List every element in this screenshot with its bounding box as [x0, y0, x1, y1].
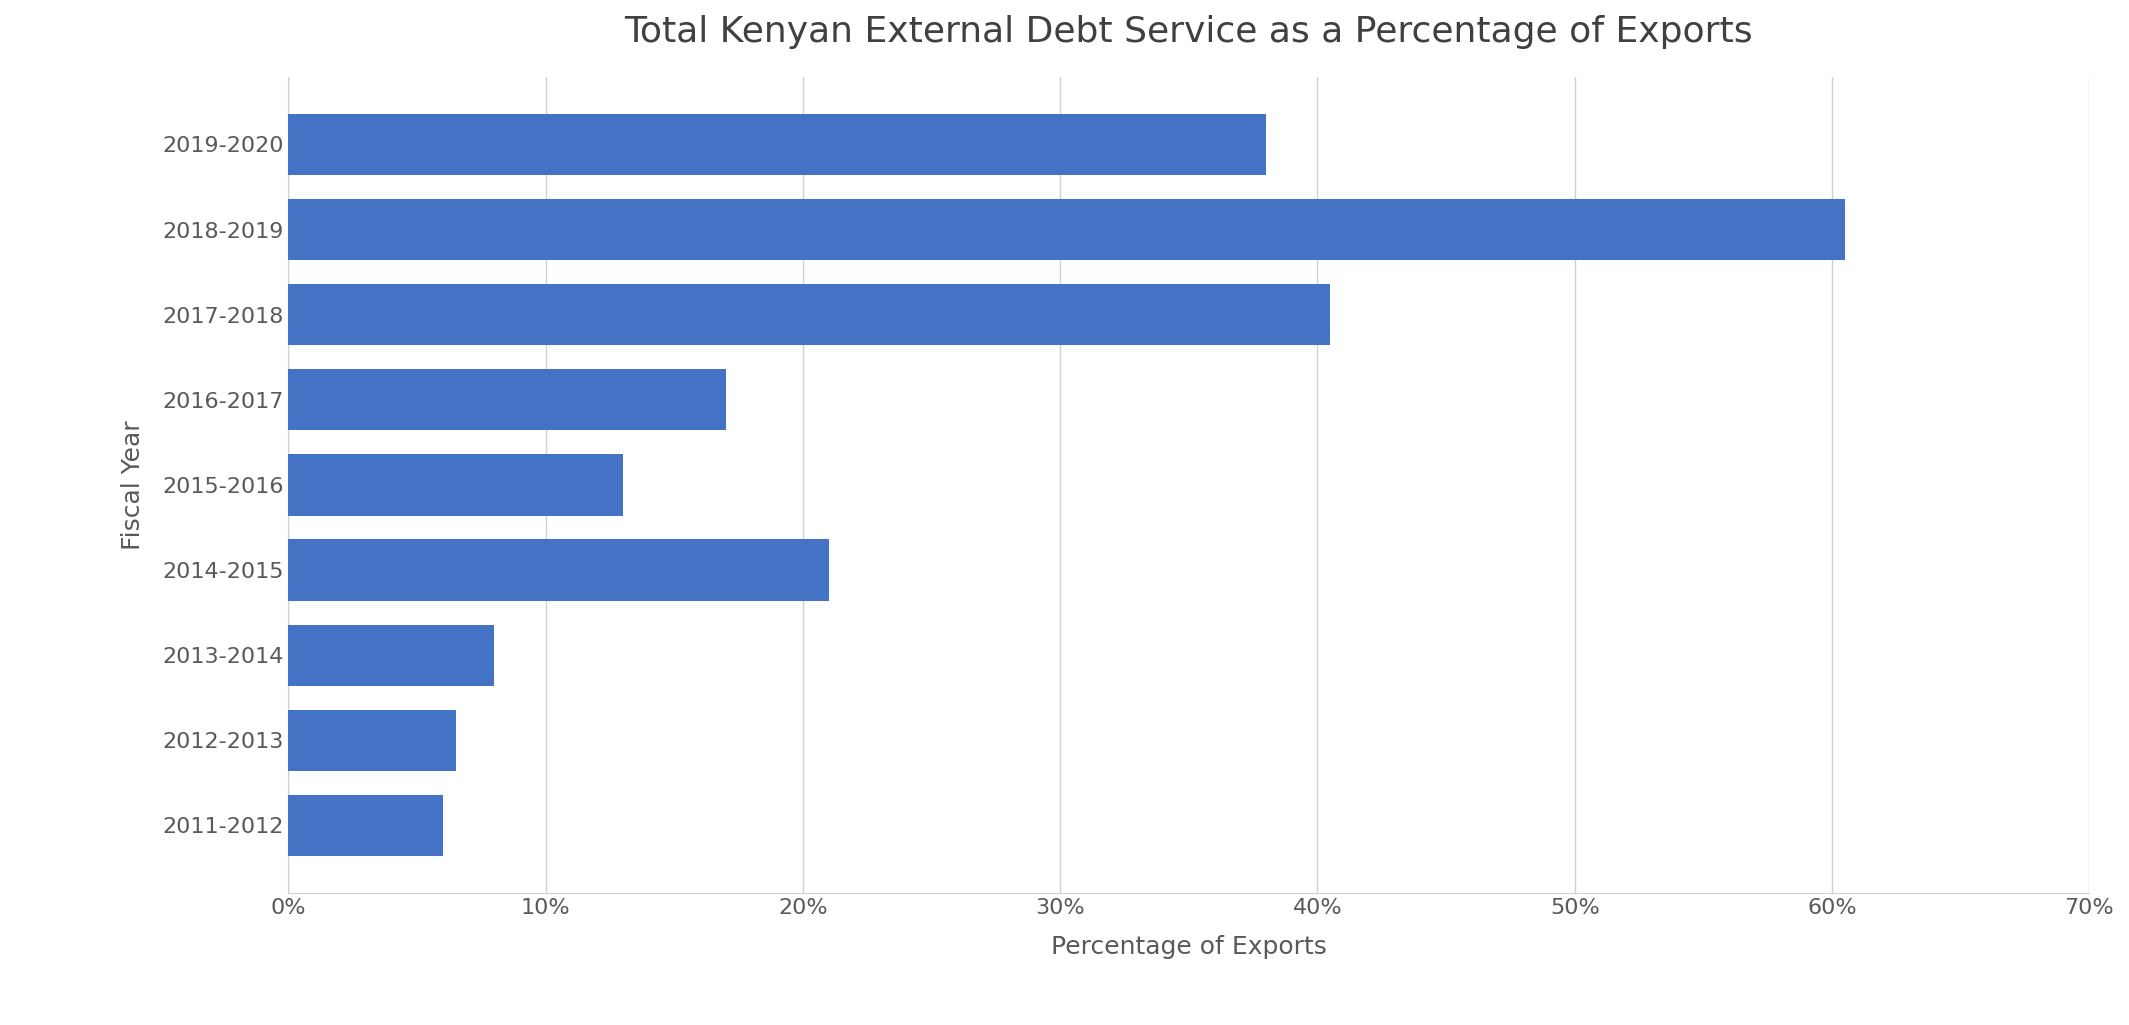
Bar: [287, 114, 1267, 175]
Bar: [287, 709, 456, 771]
Bar: [287, 454, 624, 516]
Title: Total Kenyan External Debt Service as a Percentage of Exports: Total Kenyan External Debt Service as a …: [624, 15, 1752, 49]
Bar: [287, 539, 828, 601]
Bar: [287, 624, 494, 686]
Y-axis label: Fiscal Year: Fiscal Year: [121, 420, 145, 549]
Bar: [287, 369, 726, 430]
X-axis label: Percentage of Exports: Percentage of Exports: [1052, 935, 1326, 958]
Bar: [287, 794, 443, 856]
Bar: [287, 199, 1846, 260]
Bar: [287, 284, 1331, 345]
